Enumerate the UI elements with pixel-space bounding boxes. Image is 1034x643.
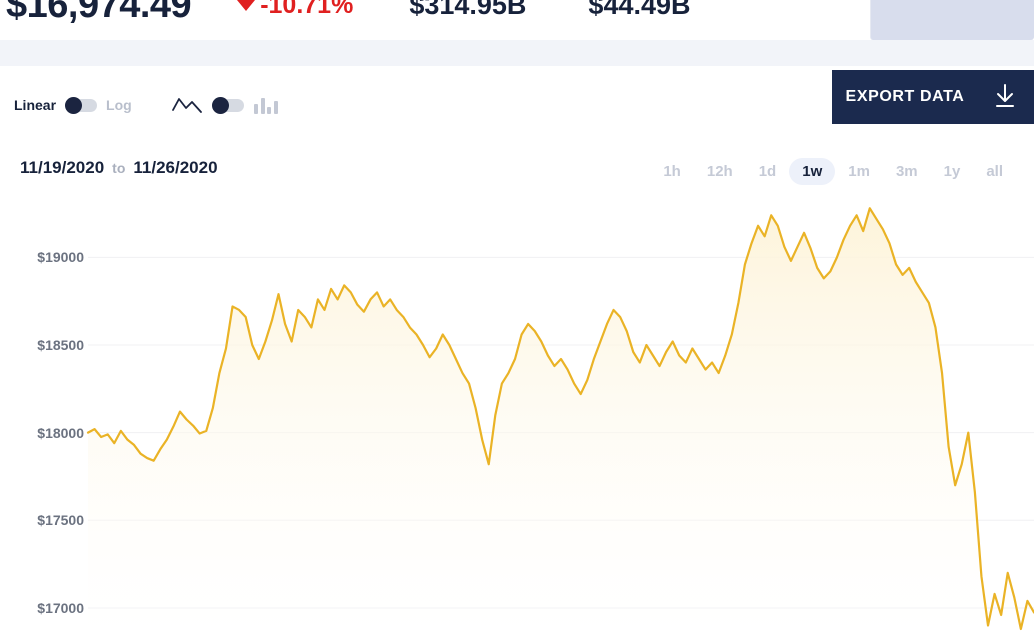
export-data-button[interactable]: EXPORT DATA: [832, 70, 1034, 124]
y-axis-tick-label: $19000: [37, 249, 84, 266]
scale-toggle-switch[interactable]: [65, 96, 98, 114]
range-option-1d[interactable]: 1d: [758, 163, 777, 180]
bar-chart-icon[interactable]: [254, 97, 278, 114]
stats-header: $16,974.49 -10.71% $314.95B $44.49B: [0, 0, 1034, 40]
range-option-12h[interactable]: 12h: [706, 163, 733, 180]
scale-toggle-knob: [65, 96, 83, 114]
y-axis-labels: $19000 $18500 $18000 $17500 $17000: [0, 196, 90, 643]
range-option-1h[interactable]: 1h: [663, 163, 681, 180]
y-axis-tick-label: $17500: [37, 512, 84, 529]
price-value: $16,974.49: [6, 0, 192, 26]
header-divider-band: [0, 40, 1034, 66]
range-option-1y[interactable]: 1y: [943, 163, 961, 180]
y-axis-tick-label: $18500: [37, 337, 84, 353]
range-option-3m[interactable]: 3m: [895, 163, 918, 180]
download-icon: [990, 81, 1020, 114]
log-label[interactable]: Log: [106, 97, 132, 113]
volume-value: $44.49B: [588, 0, 691, 20]
header-side-panel[interactable]: [870, 0, 1034, 40]
caret-down-icon: [237, 0, 256, 11]
start-date[interactable]: 11/19/2020: [20, 158, 105, 177]
y-axis-tick-label: $18000: [37, 424, 84, 441]
market-cap-value: $314.95B: [409, 0, 527, 20]
range-option-all[interactable]: all: [986, 163, 1003, 180]
price-chart[interactable]: $19000$18500$18000$17500$17000 coindesk: [0, 196, 1034, 643]
price-change: -10.71%: [237, 0, 353, 34]
price-chart-svg: [86, 207, 1034, 643]
time-range-selector: 1h 12h 1d 1w 1m 3m 1y all: [650, 158, 1016, 185]
end-date[interactable]: 11/26/2020: [133, 158, 218, 177]
range-option-1w[interactable]: 1w: [789, 158, 836, 185]
export-data-label: EXPORT DATA: [845, 88, 965, 105]
chart-type-toggle-switch[interactable]: [212, 96, 244, 114]
date-range-display[interactable]: 11/19/2020 to 11/26/2020: [20, 158, 218, 178]
scale-toggle-group[interactable]: Linear Log: [14, 94, 132, 116]
y-axis-tick-label: $17000: [37, 599, 84, 616]
linear-label[interactable]: Linear: [14, 97, 57, 113]
chart-type-toggle-knob: [212, 96, 229, 114]
stats-row: $16,974.49 -10.71% $314.95B $44.49B: [0, 0, 691, 34]
range-option-1m[interactable]: 1m: [848, 163, 870, 180]
date-to-label: to: [112, 160, 126, 176]
price-change-value: -10.71%: [260, 0, 354, 19]
line-chart-icon[interactable]: [172, 96, 202, 114]
chart-type-toggle-group[interactable]: [172, 92, 278, 118]
